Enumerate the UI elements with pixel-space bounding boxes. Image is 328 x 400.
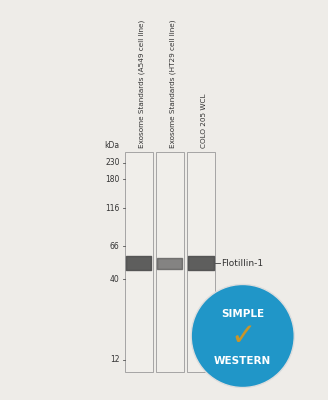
Text: 40: 40	[110, 275, 120, 284]
Bar	[125, 152, 153, 372]
Bar	[156, 152, 184, 372]
Text: 230: 230	[105, 158, 120, 167]
Bar	[187, 152, 215, 372]
Text: 12: 12	[110, 355, 120, 364]
Text: COLO 205 WCL: COLO 205 WCL	[201, 94, 207, 148]
Text: 180: 180	[105, 174, 120, 184]
Text: Exosome Standards (A549 cell line): Exosome Standards (A549 cell line)	[138, 20, 145, 148]
Circle shape	[191, 284, 294, 388]
Text: SIMPLE: SIMPLE	[221, 309, 264, 318]
Text: Flotillin-1: Flotillin-1	[221, 259, 263, 268]
Text: 116: 116	[105, 204, 120, 213]
Text: kDa: kDa	[105, 141, 120, 150]
Text: ✓: ✓	[230, 322, 256, 350]
Text: Exosome Standards (HT29 cell line): Exosome Standards (HT29 cell line)	[170, 20, 176, 148]
Text: 66: 66	[110, 242, 120, 250]
Text: WESTERN: WESTERN	[214, 356, 271, 366]
